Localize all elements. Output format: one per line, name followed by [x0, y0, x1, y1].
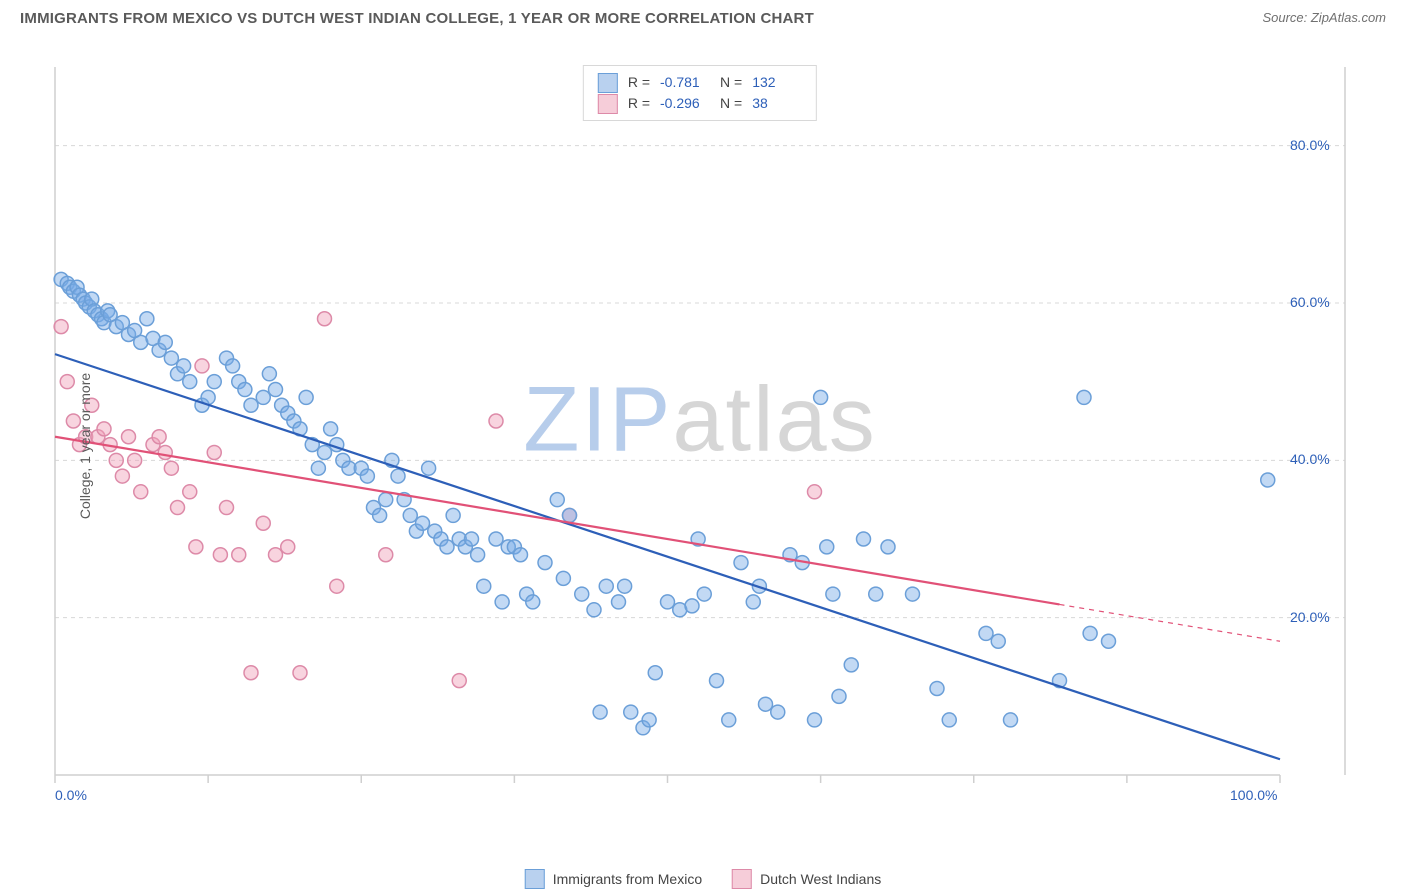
legend-item-1: Immigrants from Mexico	[525, 869, 702, 889]
series-legend: Immigrants from Mexico Dutch West Indian…	[525, 869, 882, 889]
regression-row-1: R = -0.781 N = 132	[598, 72, 802, 93]
series-1-swatch	[598, 73, 618, 93]
plot-area: ZIPatlas R = -0.781 N = 132 R = -0.296 N…	[50, 65, 1350, 805]
legend-label-1: Immigrants from Mexico	[553, 871, 702, 887]
legend-label-2: Dutch West Indians	[760, 871, 881, 887]
n-label-2: N =	[720, 93, 742, 114]
y-tick-label: 40.0%	[1290, 451, 1330, 467]
r-value-2: -0.296	[660, 93, 710, 114]
series-2-swatch	[598, 94, 618, 114]
legend-swatch-2	[732, 869, 752, 889]
regression-row-2: R = -0.296 N = 38	[598, 93, 802, 114]
source-attribution: Source: ZipAtlas.com	[1262, 10, 1386, 25]
r-label-2: R =	[628, 93, 650, 114]
x-tick-label: 100.0%	[1230, 787, 1277, 803]
scatter-chart-svg	[50, 65, 1350, 805]
y-tick-label: 80.0%	[1290, 137, 1330, 153]
legend-item-2: Dutch West Indians	[732, 869, 881, 889]
n-value-1: 132	[752, 72, 802, 93]
regression-stats-legend: R = -0.781 N = 132 R = -0.296 N = 38	[583, 65, 817, 121]
y-axis-label: College, 1 year or more	[77, 373, 93, 519]
y-tick-label: 20.0%	[1290, 609, 1330, 625]
r-value-1: -0.781	[660, 72, 710, 93]
legend-swatch-1	[525, 869, 545, 889]
chart-title: IMMIGRANTS FROM MEXICO VS DUTCH WEST IND…	[20, 10, 814, 27]
r-label-1: R =	[628, 72, 650, 93]
n-label-1: N =	[720, 72, 742, 93]
x-tick-label: 0.0%	[55, 787, 87, 803]
y-tick-label: 60.0%	[1290, 294, 1330, 310]
n-value-2: 38	[752, 93, 802, 114]
